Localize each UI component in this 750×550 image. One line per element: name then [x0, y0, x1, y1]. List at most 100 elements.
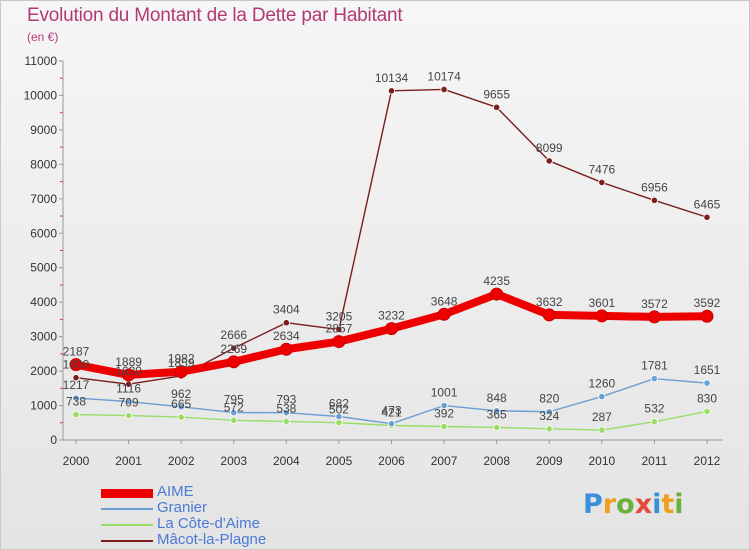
data-label: 2187 — [63, 345, 90, 359]
data-point — [72, 394, 80, 402]
data-label: 532 — [644, 402, 664, 416]
series-line-3 — [75, 88, 708, 385]
x-tick-label: 2005 — [326, 454, 353, 468]
data-label: 2666 — [220, 328, 247, 342]
data-label: 2857 — [326, 322, 353, 336]
data-point — [595, 309, 609, 323]
data-point — [493, 103, 501, 111]
data-label: 1620 — [115, 364, 142, 378]
data-label: 830 — [697, 391, 717, 405]
data-label: 8099 — [536, 141, 563, 155]
x-tick-label: 2006 — [378, 454, 405, 468]
x-tick-label: 2011 — [642, 454, 668, 468]
legend-label: La Côte-d'Aime — [157, 515, 260, 532]
data-point — [282, 319, 290, 327]
data-label: 1001 — [431, 386, 458, 400]
data-point — [230, 344, 238, 352]
data-point — [122, 368, 136, 382]
data-label: 793 — [276, 393, 296, 407]
data-label: 421 — [381, 405, 401, 419]
data-point — [598, 178, 606, 187]
data-label: 709 — [119, 396, 139, 410]
data-label: 6956 — [641, 180, 668, 194]
data-label: 665 — [171, 397, 191, 411]
data-point — [437, 307, 451, 321]
data-label: 1116 — [116, 382, 141, 396]
y-tick-label: 7000 — [30, 192, 57, 206]
y-tick-label: 2000 — [30, 364, 57, 378]
y-tick-label: 8000 — [30, 157, 57, 171]
y-tick-label: 9000 — [30, 123, 57, 137]
y-tick-label: 10000 — [24, 88, 58, 102]
y-tick-label: 3000 — [30, 330, 57, 344]
data-label: 820 — [539, 392, 559, 406]
data-label: 9655 — [483, 87, 510, 101]
data-label: 3404 — [273, 303, 300, 317]
data-label: 1809 — [63, 358, 90, 372]
logo-letter: P — [583, 489, 603, 520]
x-tick-label: 2001 — [115, 454, 142, 468]
data-point — [230, 416, 238, 424]
data-label: 848 — [487, 391, 507, 405]
data-label: 538 — [276, 401, 296, 415]
data-point — [598, 392, 606, 401]
legend-label: AIME — [157, 483, 194, 500]
data-label: 738 — [66, 395, 86, 409]
data-point — [647, 310, 661, 324]
data-label: 1217 — [63, 378, 90, 392]
data-label: 7476 — [588, 162, 615, 176]
data-label: 1260 — [588, 377, 615, 391]
data-point — [177, 403, 185, 411]
data-point — [177, 413, 185, 421]
x-tick-label: 2004 — [273, 454, 300, 468]
data-label: 10134 — [375, 71, 409, 85]
data-point — [124, 411, 133, 420]
data-point — [650, 418, 659, 426]
data-label: 3232 — [378, 309, 405, 323]
logo-letter: r — [602, 489, 617, 520]
data-point — [440, 85, 448, 94]
data-point — [545, 408, 553, 416]
x-tick-label: 2002 — [168, 454, 195, 468]
data-label: 682 — [329, 397, 349, 411]
data-point — [282, 409, 290, 417]
y-tick-label: 6000 — [30, 226, 57, 240]
data-point — [493, 407, 501, 415]
data-labels-layer: 1809 1620 1859 2666 3404 3205 10134 10174 9655 80… — [63, 69, 721, 424]
y-tick-label: 0 — [50, 433, 57, 447]
data-point — [72, 410, 80, 419]
data-point — [69, 358, 83, 372]
data-label: 2269 — [220, 342, 247, 356]
data-label: 3648 — [431, 294, 458, 308]
data-label: 2634 — [273, 329, 300, 343]
data-point — [703, 379, 711, 387]
data-label: 572 — [224, 400, 244, 414]
legend-swatch — [101, 540, 153, 542]
data-point — [227, 355, 241, 369]
legend-swatch — [101, 524, 153, 526]
y-tick-label: 1000 — [30, 399, 57, 413]
data-point — [335, 419, 343, 427]
data-point — [387, 420, 396, 428]
x-tick-label: 2008 — [483, 454, 510, 468]
data-point — [703, 407, 711, 416]
data-label: 3572 — [641, 297, 668, 311]
legend-label: Granier — [157, 499, 208, 516]
data-label: 795 — [224, 393, 244, 407]
data-point — [282, 417, 290, 426]
x-tick-label: 2010 — [588, 454, 615, 468]
data-label: 1982 — [168, 352, 195, 366]
logo-letter: x — [634, 489, 653, 520]
data-point — [335, 325, 343, 334]
axes: 0 1000 2000 3000 4000 5000 6000 7000 8000 9000 100… — [24, 54, 723, 468]
data-label: 1781 — [641, 359, 668, 373]
data-point — [703, 213, 711, 221]
chart-title: Evolution du Montant de la Dette par Hab… — [27, 5, 403, 26]
data-point — [545, 425, 553, 433]
x-tick-label: 2007 — [431, 454, 458, 468]
data-label: 1859 — [168, 356, 195, 370]
data-label: 3632 — [536, 295, 563, 309]
data-point — [385, 322, 398, 336]
data-label: 3601 — [588, 296, 615, 310]
